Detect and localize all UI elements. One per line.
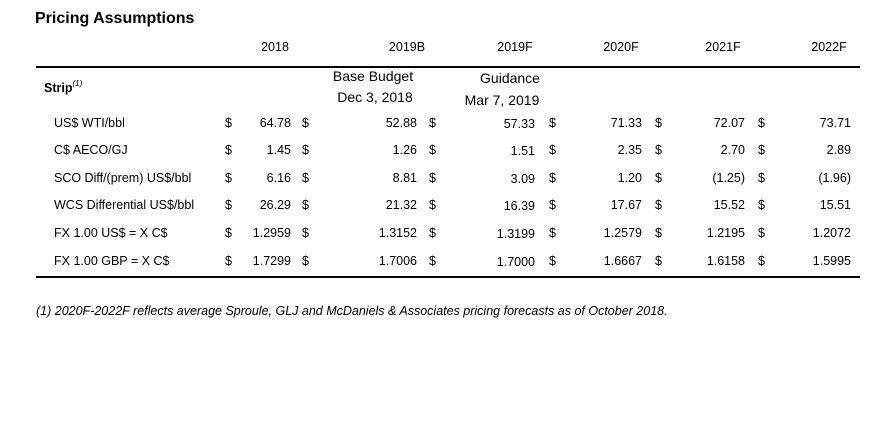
table-bottom-rule [36,276,860,278]
cell-value: 1.20 [617,171,642,185]
currency-symbol: $ [655,143,662,157]
currency-symbol: $ [758,254,765,268]
cell-value: 1.6667 [603,254,642,268]
currency-symbol: $ [549,198,556,212]
currency-symbol: $ [758,198,765,212]
strip-label: Strip(1) [44,79,83,95]
currency-symbol: $ [655,226,662,240]
cell-value: 1.2959 [252,226,291,240]
currency-symbol: $ [758,116,765,130]
currency-symbol: $ [655,171,662,185]
column-header: 2018 [261,40,289,54]
currency-symbol: $ [549,116,556,130]
currency-symbol: $ [549,143,556,157]
guidance-label: Guidance [480,70,540,86]
currency-symbol: $ [302,254,309,268]
cell-value: (1.25) [712,171,745,185]
row-label: C$ AECO/GJ [54,143,128,157]
currency-symbol: $ [655,198,662,212]
row-label: WCS Differential US$/bbl [54,198,195,212]
cell-value: 64.78 [259,116,291,130]
column-header: 2022F [811,40,847,54]
cell-value: 1.5995 [812,254,851,268]
cell-value: 1.2579 [603,226,642,240]
cell-value: 16.39 [503,199,535,213]
cell-value: 1.3199 [496,227,535,241]
currency-symbol: $ [225,143,232,157]
cell-value: 1.7006 [378,254,417,268]
currency-symbol: $ [758,171,765,185]
currency-symbol: $ [655,116,662,130]
row-label: US$ WTI/bbl [54,116,125,130]
base-budget-label: Base Budget [332,68,414,84]
currency-symbol: $ [655,254,662,268]
column-header: 2020F [603,40,639,54]
cell-value: 72.07 [713,116,745,130]
currency-symbol: $ [429,171,436,185]
currency-symbol: $ [549,226,556,240]
currency-symbol: $ [549,254,556,268]
currency-symbol: $ [225,171,232,185]
cell-value: 52.88 [385,116,417,130]
currency-symbol: $ [429,254,436,268]
currency-symbol: $ [302,171,309,185]
cell-value: 15.52 [713,198,745,212]
cell-value: 1.7000 [496,255,535,269]
strip-text: Strip [44,81,73,95]
cell-value: 1.7299 [252,254,291,268]
column-header: 2019F [497,40,533,54]
header-rule [36,66,860,68]
currency-symbol: $ [302,226,309,240]
cell-value: 15.51 [819,198,851,212]
row-label: SCO Diff/(prem) US$/bbl [54,171,192,185]
cell-value: 73.71 [819,116,851,130]
currency-symbol: $ [302,143,309,157]
currency-symbol: $ [302,198,309,212]
row-label: FX 1.00 US$ = X C$ [54,226,168,240]
cell-value: 1.2072 [812,226,851,240]
currency-symbol: $ [549,171,556,185]
currency-symbol: $ [302,116,309,130]
cell-value: 8.81 [392,171,417,185]
cell-value: 71.33 [610,116,642,130]
cell-value: 1.26 [392,143,417,157]
cell-value: 17.67 [610,198,642,212]
cell-value: 21.32 [385,198,417,212]
currency-symbol: $ [225,198,232,212]
cell-value: 2.35 [617,143,642,157]
cell-value: (1.96) [818,171,851,185]
currency-symbol: $ [429,143,436,157]
strip-footnote-ref: (1) [72,79,83,88]
cell-value: 26.29 [259,198,291,212]
cell-value: 1.45 [266,143,291,157]
currency-symbol: $ [429,226,436,240]
guidance-date: Mar 7, 2019 [464,92,540,108]
cell-value: 2.70 [720,143,745,157]
currency-symbol: $ [758,226,765,240]
currency-symbol: $ [225,254,232,268]
cell-value: 1.51 [510,144,535,158]
currency-symbol: $ [225,226,232,240]
cell-value: 2.89 [826,143,851,157]
cell-value: 57.33 [503,117,535,131]
currency-symbol: $ [429,198,436,212]
currency-symbol: $ [429,116,436,130]
currency-symbol: $ [758,143,765,157]
cell-value: 1.6158 [706,254,745,268]
base-budget-date: Dec 3, 2018 [337,89,413,105]
cell-value: 1.3152 [378,226,417,240]
row-label: FX 1.00 GBP = X C$ [54,254,170,268]
cell-value: 3.09 [510,172,535,186]
cell-value: 1.2195 [706,226,745,240]
page-title: Pricing Assumptions [35,10,195,27]
currency-symbol: $ [225,116,232,130]
column-header: 2021F [705,40,741,54]
column-header: 2019B [388,40,426,54]
cell-value: 6.16 [266,171,291,185]
footnote: (1) 2020F-2022F reflects average Sproule… [36,304,668,318]
